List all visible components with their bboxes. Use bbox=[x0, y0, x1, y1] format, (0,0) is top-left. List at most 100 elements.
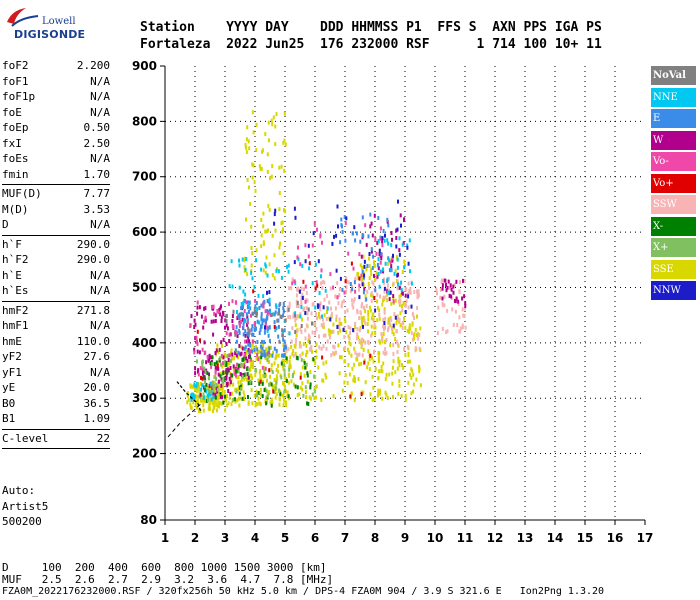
data-point bbox=[305, 362, 308, 367]
data-point bbox=[264, 353, 267, 358]
data-point bbox=[321, 285, 324, 290]
data-point bbox=[308, 266, 311, 271]
data-point bbox=[260, 303, 263, 308]
data-point bbox=[458, 329, 461, 334]
data-point bbox=[360, 254, 363, 259]
data-point bbox=[246, 359, 249, 363]
data-point bbox=[361, 322, 364, 327]
data-point bbox=[317, 365, 320, 370]
data-point bbox=[440, 280, 443, 285]
data-point bbox=[264, 322, 267, 327]
data-point bbox=[352, 299, 355, 304]
data-point bbox=[199, 409, 202, 413]
data-point bbox=[255, 122, 258, 127]
data-point bbox=[233, 371, 236, 376]
data-point bbox=[206, 386, 209, 391]
data-point bbox=[270, 403, 273, 408]
data-point bbox=[385, 392, 388, 397]
data-point bbox=[348, 350, 351, 355]
data-point bbox=[290, 339, 293, 344]
data-point bbox=[288, 365, 291, 369]
data-point bbox=[211, 355, 214, 360]
data-point bbox=[319, 281, 322, 286]
data-point bbox=[307, 338, 310, 343]
data-point bbox=[262, 294, 265, 299]
data-point bbox=[210, 359, 213, 364]
data-point bbox=[312, 302, 315, 307]
param-name: yE bbox=[2, 381, 16, 394]
data-point bbox=[381, 369, 384, 374]
data-point bbox=[392, 351, 395, 356]
data-point bbox=[297, 257, 300, 262]
data-point bbox=[208, 353, 211, 358]
data-point bbox=[415, 377, 418, 382]
data-point bbox=[247, 378, 250, 383]
data-point bbox=[301, 365, 304, 370]
data-point bbox=[418, 346, 421, 351]
data-point bbox=[303, 360, 306, 365]
data-point bbox=[275, 378, 278, 383]
data-point bbox=[322, 305, 325, 310]
data-point bbox=[243, 256, 246, 261]
data-point bbox=[369, 224, 372, 229]
data-point bbox=[385, 337, 388, 342]
data-point bbox=[347, 280, 350, 285]
data-point bbox=[206, 354, 209, 359]
data-point bbox=[301, 387, 304, 392]
data-point bbox=[271, 233, 274, 238]
data-point bbox=[335, 233, 338, 238]
data-point bbox=[247, 347, 250, 352]
data-point bbox=[403, 347, 406, 352]
data-point bbox=[278, 402, 281, 407]
data-point bbox=[284, 344, 286, 349]
data-point bbox=[270, 397, 273, 402]
data-point bbox=[220, 353, 223, 358]
data-point bbox=[198, 350, 201, 355]
data-point bbox=[250, 313, 252, 318]
data-point bbox=[226, 326, 229, 331]
data-point bbox=[281, 328, 284, 333]
data-point bbox=[358, 287, 360, 292]
data-point bbox=[370, 316, 373, 321]
data-point bbox=[356, 332, 359, 337]
data-point bbox=[334, 294, 337, 299]
data-point bbox=[273, 320, 276, 325]
data-point bbox=[404, 393, 407, 398]
data-point bbox=[238, 263, 241, 268]
data-point bbox=[197, 369, 199, 374]
data-point bbox=[261, 148, 264, 153]
data-point bbox=[216, 309, 219, 313]
data-point bbox=[392, 253, 394, 258]
data-point bbox=[311, 281, 314, 286]
data-point bbox=[280, 375, 283, 380]
data-point bbox=[239, 364, 242, 369]
data-point bbox=[344, 221, 347, 226]
data-point bbox=[389, 343, 392, 348]
data-point bbox=[238, 328, 241, 333]
data-point bbox=[373, 349, 376, 354]
data-point bbox=[397, 391, 400, 396]
data-point bbox=[211, 401, 214, 406]
data-point bbox=[225, 342, 228, 347]
data-point bbox=[385, 372, 388, 377]
data-point bbox=[234, 373, 237, 378]
data-point bbox=[273, 276, 276, 281]
data-point bbox=[296, 314, 299, 319]
data-point bbox=[268, 359, 271, 364]
data-point bbox=[418, 333, 421, 338]
data-point bbox=[246, 331, 249, 336]
data-point bbox=[294, 311, 297, 316]
logo-text-digisonde: DIGISONDE bbox=[14, 28, 86, 41]
data-point bbox=[266, 299, 269, 303]
data-point bbox=[381, 302, 384, 307]
data-point bbox=[366, 322, 369, 326]
data-point bbox=[215, 348, 218, 353]
data-point bbox=[304, 243, 307, 248]
data-point bbox=[246, 305, 249, 310]
data-point bbox=[396, 286, 399, 291]
data-point bbox=[300, 302, 303, 307]
data-point bbox=[193, 347, 196, 352]
data-point bbox=[238, 403, 241, 408]
data-point bbox=[374, 366, 377, 371]
data-point bbox=[365, 267, 368, 272]
